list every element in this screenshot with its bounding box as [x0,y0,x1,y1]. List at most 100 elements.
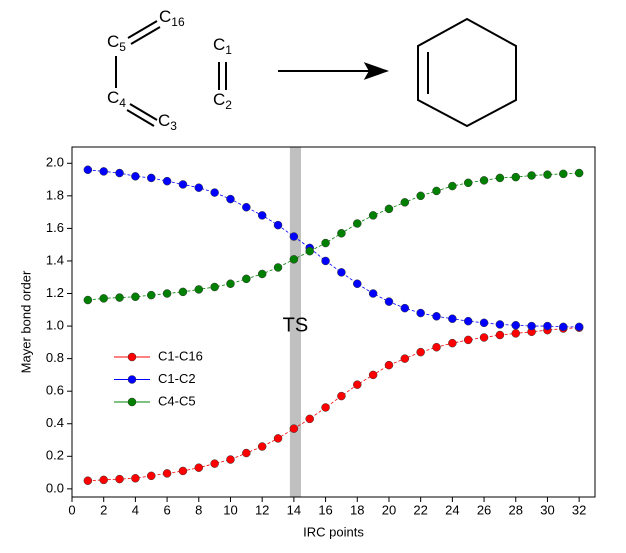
data-point [416,191,425,201]
data-point [384,204,394,214]
atom-index: 2 [225,98,232,112]
data-point [384,360,394,370]
data-point [463,316,473,326]
data-point [194,285,204,294]
data-point [353,219,362,228]
data-point [321,256,330,266]
data-point [463,178,473,188]
data-point [448,314,457,323]
data-point [131,172,140,181]
reaction-scheme: C5 C16 C4 C3 C1 C2 [107,7,517,133]
data-point [416,308,425,318]
data-point [115,293,124,302]
legend-label: C1-C16 [158,348,203,363]
data-point [368,289,378,298]
x-axis-label: IRC points [303,524,364,539]
chart: TS0 2 4 6 8 10 12 14 16 18 20 22 24 26 28 30 320.00.20.4… [18,146,596,539]
data-point [194,183,204,192]
atom-index: 16 [171,15,185,29]
data-point [353,279,362,288]
data-point [83,476,93,485]
data-point [511,172,521,182]
y-tick-label: 0.6 [46,383,64,398]
atom-label: C1 [213,35,232,57]
y-tick-label: 1.0 [46,318,64,333]
data-point [178,180,188,189]
data-point [162,289,172,298]
data-point [495,320,505,329]
x-tick-label: 24 [445,502,459,517]
data-point [257,211,267,220]
data-point [242,274,251,284]
data-point [337,229,346,238]
data-point [495,330,505,340]
data-point [527,171,536,180]
ts-label: TS [283,314,309,336]
data-point [289,255,299,264]
data-point [99,167,108,176]
data-point [432,312,441,321]
y-tick-label: 1.4 [46,252,64,267]
data-point [479,176,489,185]
atom-symbol: C [159,7,171,26]
data-point [99,475,108,485]
data-point [305,414,314,424]
y-tick-label: 0.0 [46,480,64,495]
atom-label: C2 [213,90,232,112]
plot-frame [71,146,596,498]
legend-label: C1-C2 [158,371,196,386]
data-point [289,232,299,241]
data-point [463,335,473,345]
data-point [337,391,346,401]
y-tick-label: 1.2 [46,285,64,300]
data-point [210,188,219,197]
bond [126,109,155,127]
y-tick-label: 0.4 [46,415,64,430]
x-tick-label: 22 [413,502,427,517]
data-point [83,165,93,175]
atom-label: C3 [158,111,177,133]
data-point [273,220,283,230]
atom-symbol: C [107,88,119,107]
atom-index: 5 [119,40,126,54]
data-point [400,198,410,207]
x-tick-label: 28 [509,502,523,517]
x-tick-label: 14 [287,502,301,517]
legend-marker [127,375,137,384]
data-point [432,186,441,196]
y-tick-label: 0.2 [46,448,64,463]
series-line [87,169,580,328]
data-point [162,176,172,186]
x-tick-label: 10 [223,502,237,517]
data-point [574,322,584,332]
data-point [257,442,267,451]
series-line [87,172,580,301]
data-point [273,434,283,443]
data-point [511,321,521,330]
bond [127,20,158,39]
data-point [131,474,140,483]
atom-symbol: C [213,35,225,54]
x-tick-label: 0 [68,502,75,517]
data-point [226,279,235,288]
data-point [115,474,124,484]
y-tick-label: 2.0 [46,155,64,170]
y-axis-label: Mayer bond order [18,270,33,373]
data-point [99,294,108,303]
y-tick-label: 1.6 [46,220,64,235]
data-point [146,173,156,183]
x-tick-label: 4 [132,502,139,517]
data-point [210,459,219,468]
x-tick-label: 2 [100,502,107,517]
data-point [305,246,314,256]
data-point [448,338,457,348]
atom-symbol: C [107,32,119,51]
data-point [574,168,584,178]
data-point [384,297,394,306]
x-tick-label: 20 [382,502,396,517]
data-point [131,292,140,302]
data-point [226,455,235,464]
bond [130,26,161,45]
arrow-head [363,62,390,80]
data-point [337,268,346,277]
